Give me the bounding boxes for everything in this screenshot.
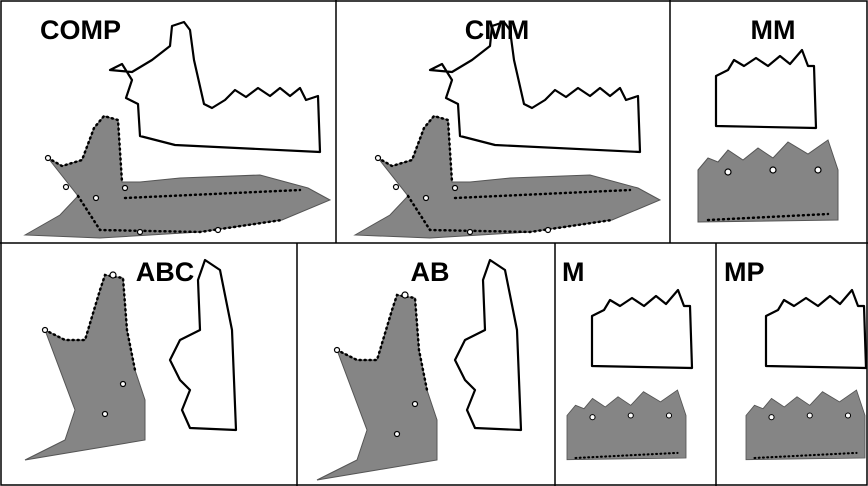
tooth-specimen xyxy=(746,390,865,460)
tooth-outline xyxy=(716,50,816,128)
jaw-outline xyxy=(110,22,320,152)
panel-label: CMM xyxy=(465,15,529,45)
tooth-specimen xyxy=(567,390,686,460)
panel-label: MM xyxy=(751,15,796,45)
panel-label: AB xyxy=(411,257,450,287)
figure: COMP CMM MM ABC AB M MP xyxy=(0,0,868,486)
tooth-specimen xyxy=(698,140,838,222)
tooth-outline xyxy=(592,290,692,368)
tooth-outline xyxy=(766,290,866,368)
jaw-specimen xyxy=(25,116,330,238)
panel-label: ABC xyxy=(136,257,195,287)
jaw-specimen xyxy=(355,116,660,238)
panel-label: MP xyxy=(724,257,765,287)
panel-label: M xyxy=(562,257,585,287)
ramus-specimen xyxy=(25,272,145,460)
ramus-outline xyxy=(455,260,521,430)
ramus-specimen xyxy=(317,292,437,480)
jaw-outline xyxy=(430,22,640,152)
panel-label: COMP xyxy=(40,15,121,45)
